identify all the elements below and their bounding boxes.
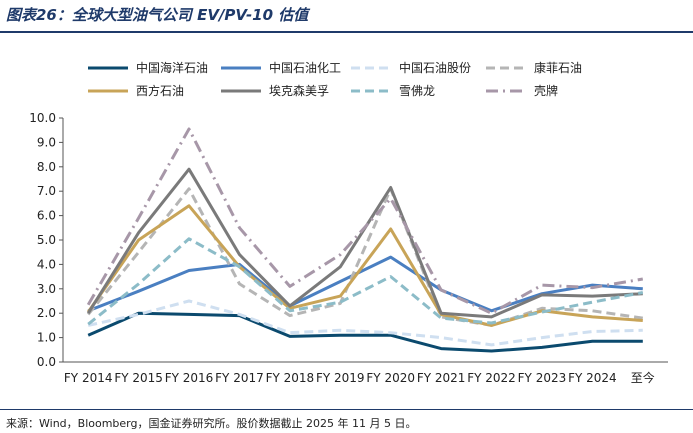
series-line-1 (87, 311, 643, 353)
x-tick-label: FY 2014 (64, 371, 113, 385)
y-tick-label: 4.0 (37, 257, 56, 271)
x-tick-label: FY 2024 (568, 371, 617, 385)
legend-label-5: 西方石油 (136, 83, 184, 98)
x-tick-label: FY 2020 (366, 371, 415, 385)
chart-axes: 0.0 1.0 2.0 3.0 4.0 5.0 6.0 7.0 8.0 9.0 10.0 FY 201… (29, 111, 668, 385)
y-tick-label: 0.0 (37, 355, 56, 369)
x-tick-label: FY 2018 (266, 371, 315, 385)
legend-label-7: 雪佛龙 (399, 84, 435, 98)
y-tick-label: 5.0 (37, 233, 56, 247)
title-rule (0, 31, 693, 33)
legend-label-8: 壳牌 (534, 84, 558, 98)
x-tick-label: FY 2021 (417, 371, 466, 385)
series-line-7 (87, 237, 644, 326)
series-line-3 (87, 299, 643, 347)
series-line-2 (87, 255, 643, 313)
series-line-8 (86, 127, 644, 315)
chart-title: 图表26：全球大型油气公司 EV/PV-10 估值 (6, 6, 309, 24)
legend-label-3: 中国石油股份 (399, 60, 471, 75)
x-tick-label: 至今 (631, 370, 655, 385)
y-tick-label: 10.0 (29, 111, 56, 125)
y-tick-label: 9.0 (37, 135, 56, 149)
x-tick-label: FY 2016 (165, 371, 214, 385)
series-line-4 (87, 187, 644, 327)
legend-label-2: 中国石油化工 (269, 60, 341, 75)
x-tick-label: FY 2023 (518, 371, 567, 385)
chart-series (86, 127, 644, 353)
legend-label-4: 康菲石油 (534, 60, 582, 75)
series-line-6 (86, 167, 643, 319)
x-tick-label: FY 2022 (467, 371, 516, 385)
y-tick-label: 2.0 (37, 306, 56, 320)
source-note: 来源：Wind，Bloomberg，国金证券研究所。股价数据截止 2025 年 … (6, 417, 417, 430)
x-tick-label: FY 2019 (316, 371, 365, 385)
y-tick-label: 3.0 (37, 282, 56, 296)
y-tick-label: 7.0 (37, 184, 56, 198)
y-tick-label: 6.0 (37, 209, 56, 223)
legend-label-1: 中国海洋石油 (136, 60, 208, 75)
y-tick-label: 8.0 (37, 160, 56, 174)
x-tick-label: FY 2017 (215, 371, 264, 385)
x-tick-label: FY 2015 (114, 371, 163, 385)
legend-label-6: 埃克森美孚 (269, 83, 329, 98)
footer-rule (0, 409, 693, 410)
y-tick-label: 1.0 (37, 331, 56, 345)
